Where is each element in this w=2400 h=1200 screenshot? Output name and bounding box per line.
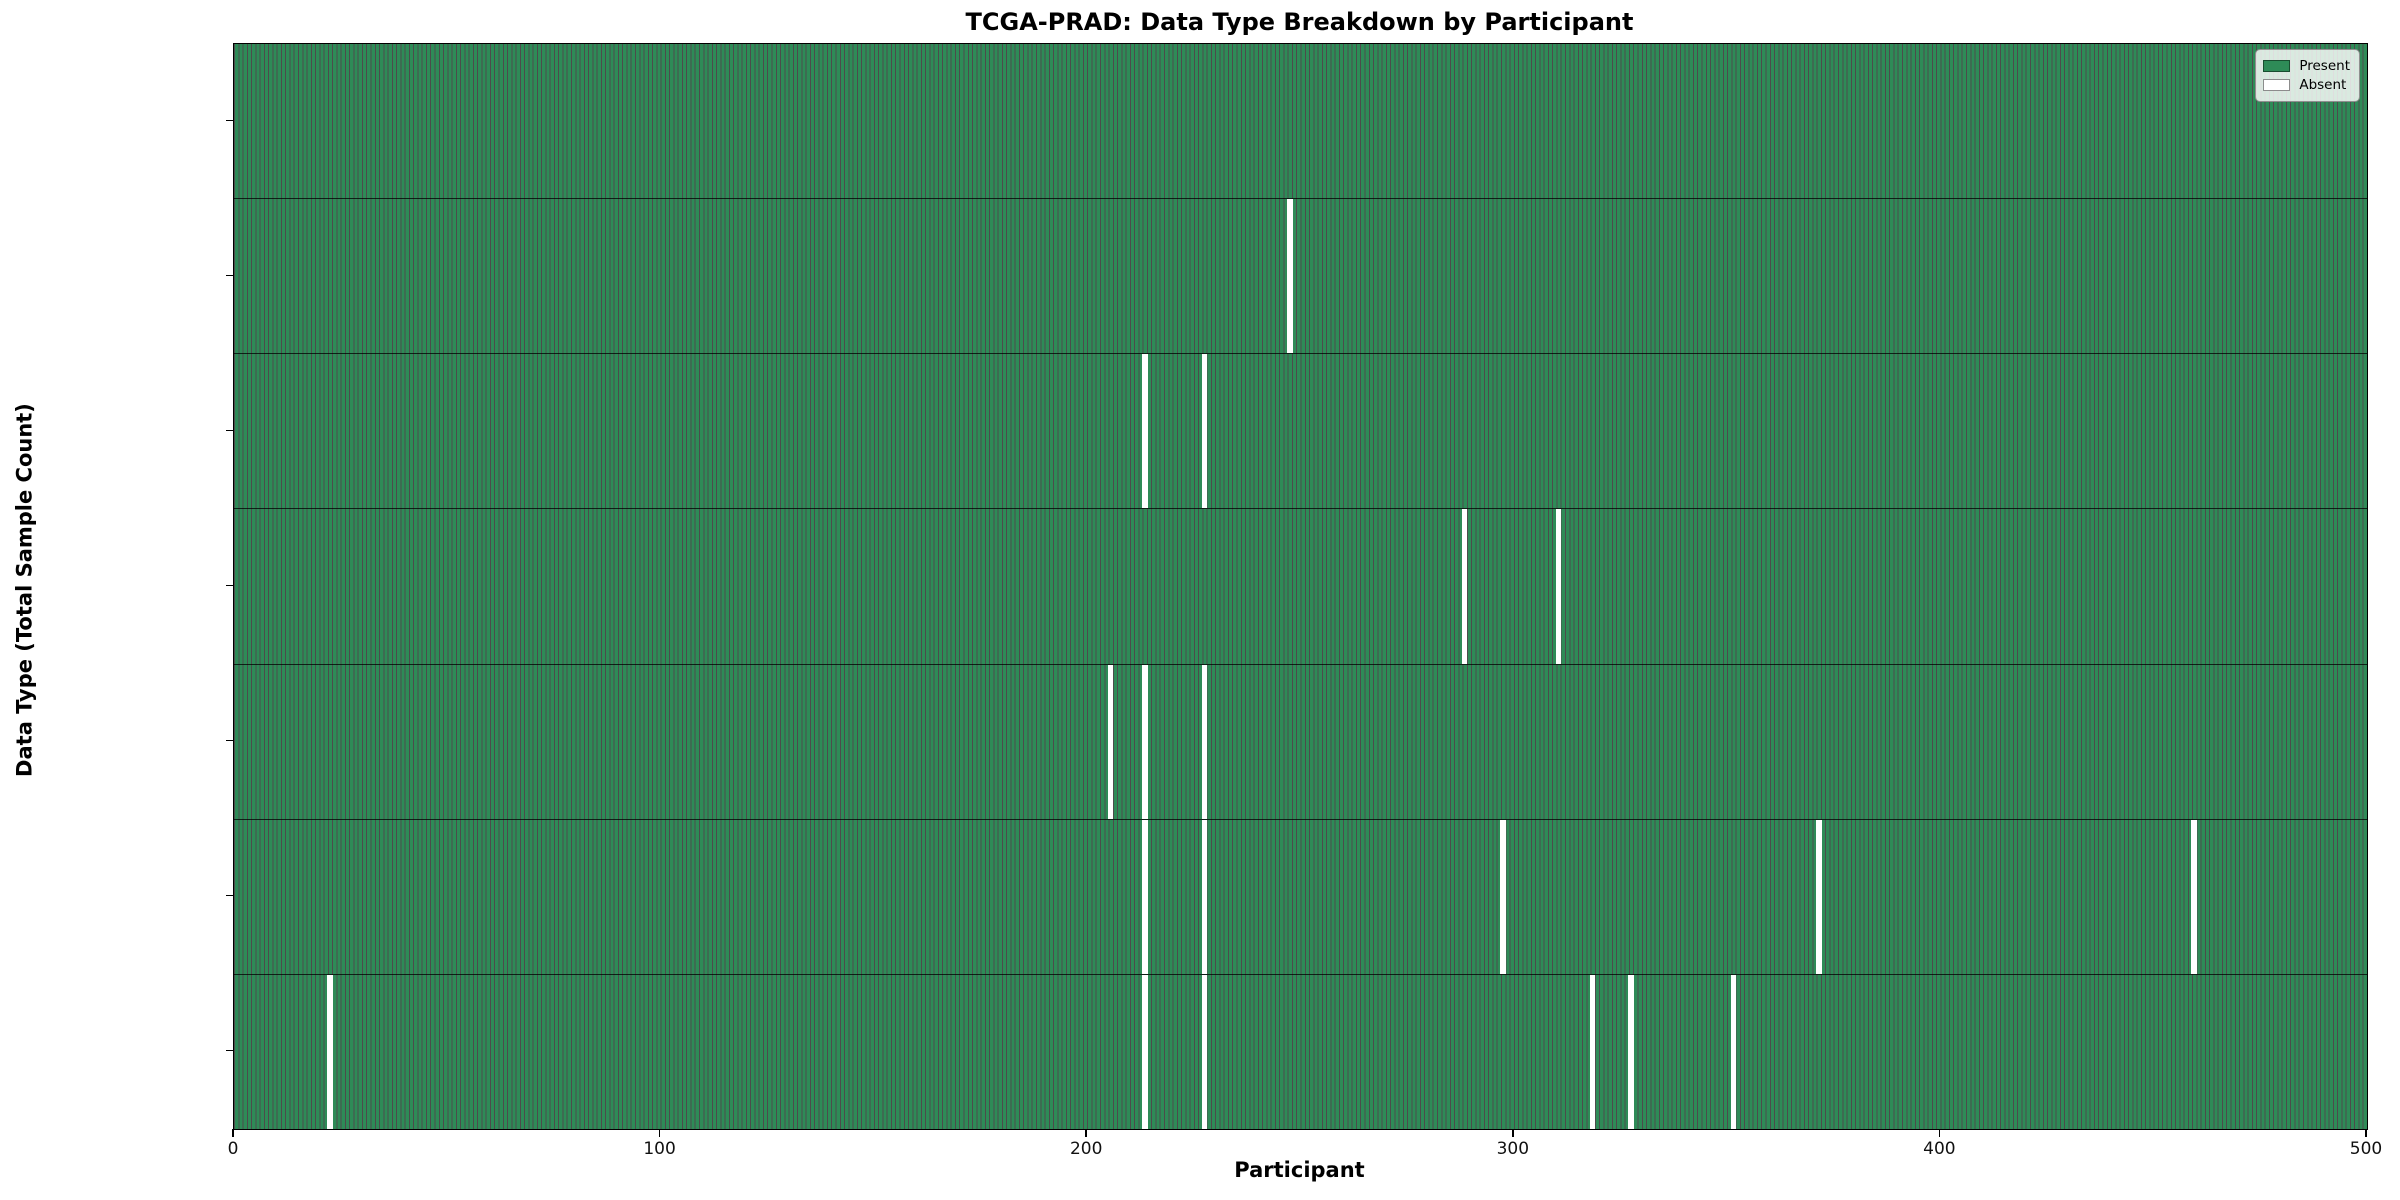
absent-gap bbox=[1142, 354, 1148, 509]
heatmap-row-methylation bbox=[234, 663, 2367, 819]
x-tick-mark bbox=[658, 1129, 661, 1137]
x-tick-label: 300 bbox=[1496, 1139, 1530, 1159]
x-tick-label: 200 bbox=[1069, 1139, 1103, 1159]
absent-gap bbox=[1201, 354, 1208, 509]
absent-gap bbox=[1500, 819, 1506, 974]
absent-gap bbox=[1142, 664, 1148, 819]
absent-gap bbox=[1142, 974, 1148, 1129]
heatmap-row-mrna bbox=[234, 818, 2367, 974]
absent-gap bbox=[1287, 199, 1293, 354]
absent-gap bbox=[1201, 819, 1208, 974]
x-tick-mark bbox=[2365, 1129, 2367, 1137]
x-tick-label: 100 bbox=[643, 1139, 676, 1159]
legend-item-present: Present bbox=[2263, 58, 2350, 74]
absent-gap bbox=[1730, 974, 1737, 1129]
absent-gap bbox=[327, 974, 333, 1129]
x-tick-mark bbox=[1085, 1129, 1087, 1137]
present-swatch-icon bbox=[2263, 60, 2291, 72]
y-tick-mark bbox=[226, 894, 233, 897]
heatmap-row-clinical bbox=[234, 198, 2367, 354]
y-tick-mark bbox=[226, 119, 233, 122]
absent-gap bbox=[1201, 974, 1208, 1129]
legend-item-absent: Absent bbox=[2263, 77, 2350, 93]
y-tick-mark bbox=[226, 274, 233, 277]
x-tick-mark bbox=[232, 1129, 234, 1137]
y-tick-mark bbox=[226, 429, 233, 432]
y-axis-label: Data Type (Total Sample Count) bbox=[12, 403, 37, 777]
legend-label-absent: Absent bbox=[2299, 77, 2347, 93]
y-tick-mark bbox=[226, 739, 233, 742]
x-tick-label: 400 bbox=[1923, 1139, 1956, 1159]
x-tick-mark bbox=[1938, 1129, 1941, 1137]
absent-gap bbox=[1589, 974, 1596, 1129]
heatmap-row-cn bbox=[234, 508, 2367, 664]
absent-gap bbox=[1142, 819, 1148, 974]
x-tick-label: 500 bbox=[2349, 1139, 2383, 1159]
heatmap-row-mir bbox=[234, 973, 2367, 1129]
y-tick-mark bbox=[226, 1049, 233, 1052]
legend-label-present: Present bbox=[2299, 58, 2350, 74]
y-tick-mark bbox=[226, 584, 233, 587]
x-axis-label: Participant bbox=[1234, 1158, 1365, 1182]
absent-gap bbox=[1462, 509, 1468, 664]
absent-gap bbox=[1107, 664, 1114, 819]
x-tick-mark bbox=[1512, 1129, 1514, 1137]
heatmap-row-bcr bbox=[234, 44, 2367, 199]
absent-gap bbox=[1555, 509, 1562, 664]
heatmap-row-maf bbox=[234, 353, 2367, 509]
absent-gap bbox=[1628, 974, 1634, 1129]
legend: Present Absent bbox=[2255, 49, 2360, 102]
absent-gap bbox=[1816, 819, 1822, 974]
absent-swatch-icon bbox=[2263, 79, 2291, 91]
absent-gap bbox=[1201, 664, 1208, 819]
plot-area: Present Absent bbox=[233, 43, 2368, 1130]
chart-title: TCGA-PRAD: Data Type Breakdown by Partic… bbox=[965, 8, 1634, 36]
x-tick-label: 0 bbox=[227, 1139, 239, 1159]
absent-gap bbox=[2191, 819, 2197, 974]
